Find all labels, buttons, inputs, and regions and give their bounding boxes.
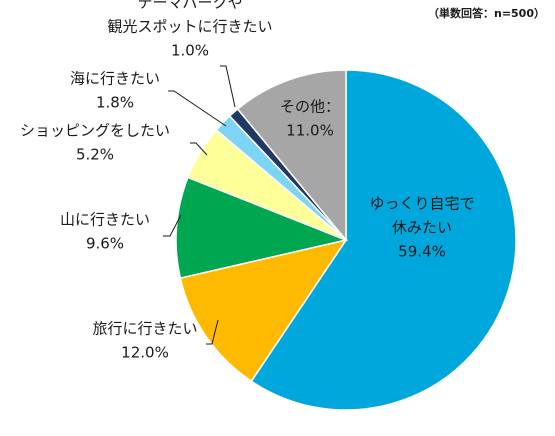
slice-value-label: 1.8% [96,94,134,112]
leader-line [163,214,182,237]
pie-slice [250,69,517,411]
slice-value-label: 9.6% [86,235,124,253]
slice-value-label: 1.0% [171,42,209,60]
slice-value-label: 11.0% [286,122,334,140]
pie-slice [236,69,347,243]
pie-slices [175,69,517,411]
sample-note: （単数回答：n=500） [428,6,545,20]
slice-category-label: 観光スポットに行きたい [107,18,272,36]
leader-line [206,319,219,345]
slice-category-label: その他： [280,98,340,116]
slice-category-label: ゆっくり自宅で [369,195,474,213]
slice-category-label: 山に行きたい [60,211,150,229]
slice-value-label: 12.0% [121,344,169,362]
leader-line [168,90,227,127]
pie-slice [179,238,348,383]
slice-category-label: 旅行に行きたい [92,320,197,338]
slice-category-label: ショッピングをしたい [20,122,170,140]
pie-slice [175,176,349,280]
leader-line [220,65,236,108]
slice-category-label: 海に行きたい [70,70,160,88]
slice-category-label: テーマパークや [137,0,242,12]
slice-category-label: 休みたい [392,219,452,237]
leader-line [190,142,208,156]
leader-lines [163,65,236,345]
slice-value-label: 5.2% [76,146,114,164]
slice-value-label: 59.4% [398,243,446,261]
